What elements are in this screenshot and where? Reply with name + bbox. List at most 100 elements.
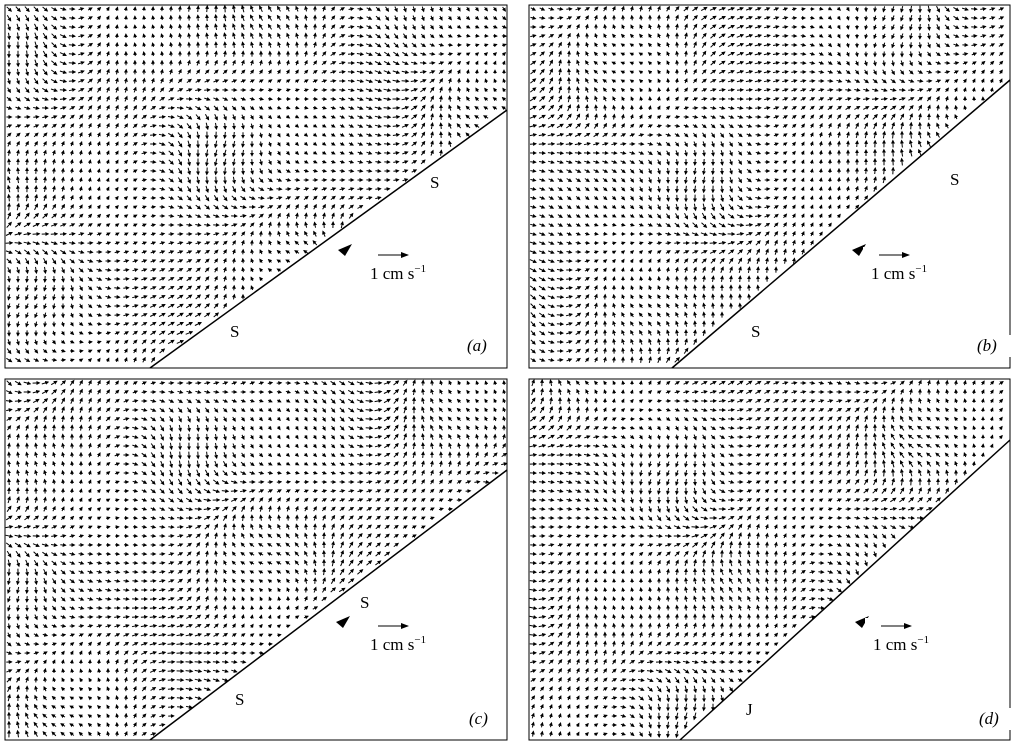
vector — [34, 661, 37, 664]
vector — [395, 16, 397, 21]
vector — [448, 45, 452, 46]
vector — [604, 358, 605, 363]
vector — [611, 143, 616, 144]
vector — [945, 7, 949, 12]
vector — [440, 399, 443, 403]
vector — [936, 62, 941, 64]
vector — [558, 105, 562, 111]
vector — [72, 462, 73, 466]
vector — [530, 88, 535, 92]
vector — [630, 152, 635, 154]
vector — [268, 544, 272, 547]
vector — [375, 134, 381, 135]
vector — [431, 151, 433, 156]
vector — [322, 499, 326, 502]
vector — [260, 159, 261, 164]
vector — [225, 168, 226, 175]
vector — [737, 35, 743, 38]
vector — [8, 177, 10, 183]
vector — [33, 544, 39, 547]
vector — [98, 408, 101, 413]
vector — [151, 242, 155, 244]
vector — [242, 453, 245, 457]
vector — [305, 134, 308, 136]
vector — [412, 480, 415, 484]
vector — [549, 215, 554, 218]
vector — [160, 251, 165, 253]
vector — [811, 196, 812, 199]
vector — [151, 358, 154, 363]
vector — [71, 142, 73, 146]
vector — [295, 490, 299, 492]
vector — [97, 324, 101, 325]
vector — [162, 16, 163, 20]
vector — [224, 579, 226, 583]
vector — [539, 170, 544, 172]
vector — [105, 599, 110, 600]
vector — [739, 160, 742, 164]
vector — [349, 551, 352, 557]
vector — [27, 479, 28, 484]
vector — [116, 169, 118, 172]
vector — [178, 489, 182, 494]
vector — [251, 42, 252, 47]
vector — [557, 269, 563, 270]
vector — [313, 71, 317, 74]
vector — [304, 498, 307, 501]
vector — [358, 171, 363, 172]
vector — [34, 250, 39, 254]
vector — [366, 53, 372, 55]
vector — [866, 16, 867, 20]
vector — [125, 215, 128, 217]
vector — [431, 408, 434, 413]
vector — [43, 644, 47, 645]
vector — [195, 670, 202, 671]
vector — [304, 161, 308, 163]
vector — [702, 116, 707, 118]
vector — [412, 499, 416, 502]
vector — [954, 44, 959, 46]
vector — [24, 242, 31, 244]
vector — [142, 115, 146, 118]
vector — [126, 79, 127, 84]
vector — [721, 150, 722, 155]
vector — [594, 79, 597, 83]
vector — [819, 44, 823, 46]
vector — [26, 560, 29, 566]
vector — [61, 588, 65, 592]
vector — [71, 517, 74, 520]
vector — [702, 25, 707, 30]
vector — [430, 54, 435, 55]
vector — [186, 706, 192, 707]
vector — [151, 715, 155, 718]
vector — [117, 705, 118, 709]
vector — [640, 205, 643, 209]
vector — [340, 35, 345, 38]
vector — [577, 69, 579, 74]
vector — [168, 295, 174, 298]
vector — [348, 81, 354, 82]
vector — [339, 98, 344, 99]
vector — [286, 391, 290, 392]
vector — [631, 313, 634, 317]
vector — [375, 107, 381, 109]
vector — [115, 563, 119, 564]
vector — [567, 17, 572, 19]
vector — [502, 17, 505, 20]
vector — [260, 259, 262, 262]
vector — [116, 88, 118, 93]
vector — [72, 169, 73, 173]
vector — [296, 125, 299, 127]
vector — [107, 696, 109, 699]
vector — [34, 723, 38, 728]
vector — [296, 152, 299, 155]
vector — [80, 498, 82, 501]
vector — [61, 124, 65, 128]
vector — [71, 295, 72, 300]
vector — [621, 62, 624, 63]
vector — [70, 634, 74, 636]
vector — [577, 87, 578, 93]
vector — [313, 171, 317, 172]
vector — [60, 53, 66, 56]
vector — [476, 97, 479, 100]
